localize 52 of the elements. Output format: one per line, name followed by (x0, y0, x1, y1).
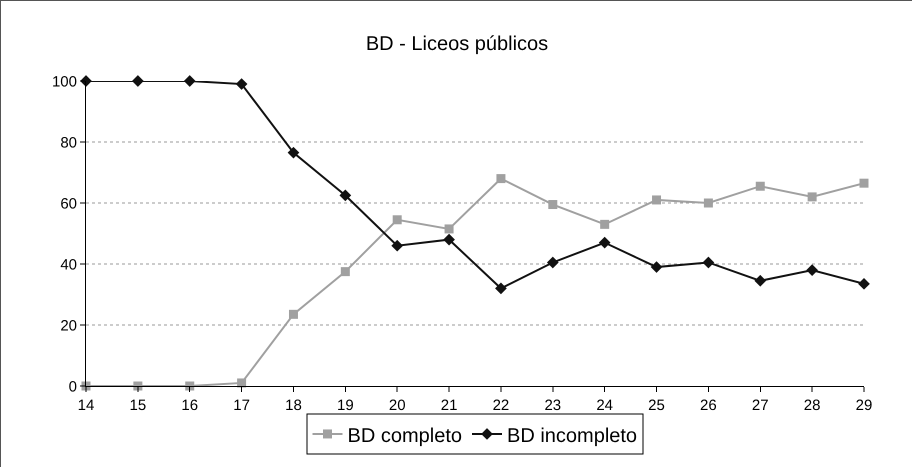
point (132, 75, 144, 87)
point (495, 282, 507, 294)
x-tick-label: 28 (804, 397, 820, 414)
point (702, 256, 714, 268)
y-tick-label: 100 (52, 73, 77, 90)
point (340, 267, 350, 276)
point (652, 195, 662, 204)
x-tick-label: 25 (648, 397, 665, 414)
point (548, 200, 558, 210)
point (391, 240, 404, 252)
point (860, 178, 868, 188)
x-tick-label: 20 (388, 397, 406, 414)
point (808, 192, 817, 202)
y-tick-label: 80 (60, 134, 77, 152)
point (650, 261, 662, 273)
point (600, 220, 610, 229)
chart-title: BD - Liceos públicos (366, 33, 548, 56)
point (858, 278, 870, 290)
x-tick-label: 26 (700, 397, 717, 414)
point (184, 75, 196, 87)
x-tick-label: 14 (78, 397, 94, 414)
point (704, 198, 713, 208)
point (288, 310, 298, 319)
y-tick-label: 0 (68, 378, 77, 396)
y-tick-label: 60 (60, 195, 77, 212)
x-tick-label: 21 (440, 397, 458, 414)
x-tick-label: 19 (336, 397, 354, 414)
point (546, 256, 559, 268)
point (288, 146, 300, 159)
point (754, 274, 766, 287)
point (756, 182, 765, 191)
legend-label: BD incompleto (507, 424, 638, 447)
point (339, 190, 352, 202)
x-tick-label: 29 (856, 397, 872, 414)
point (392, 215, 402, 224)
x-tick-label: 16 (181, 397, 198, 414)
point (496, 174, 506, 184)
legend-label: BD completo (348, 424, 462, 447)
x-tick-label: 27 (752, 397, 769, 414)
point (236, 78, 248, 90)
x-tick-label: 17 (233, 397, 250, 414)
point (598, 236, 611, 248)
x-tick-label: 18 (285, 397, 302, 414)
x-tick-label: 24 (596, 397, 614, 414)
x-tick-label: 22 (492, 397, 510, 414)
x-tick-label: 15 (130, 397, 146, 414)
y-tick-label: 20 (60, 317, 77, 334)
point (444, 224, 454, 234)
point (443, 234, 455, 246)
point (806, 264, 818, 276)
x-tick-label: 23 (544, 397, 562, 414)
y-tick-label: 40 (60, 256, 77, 274)
